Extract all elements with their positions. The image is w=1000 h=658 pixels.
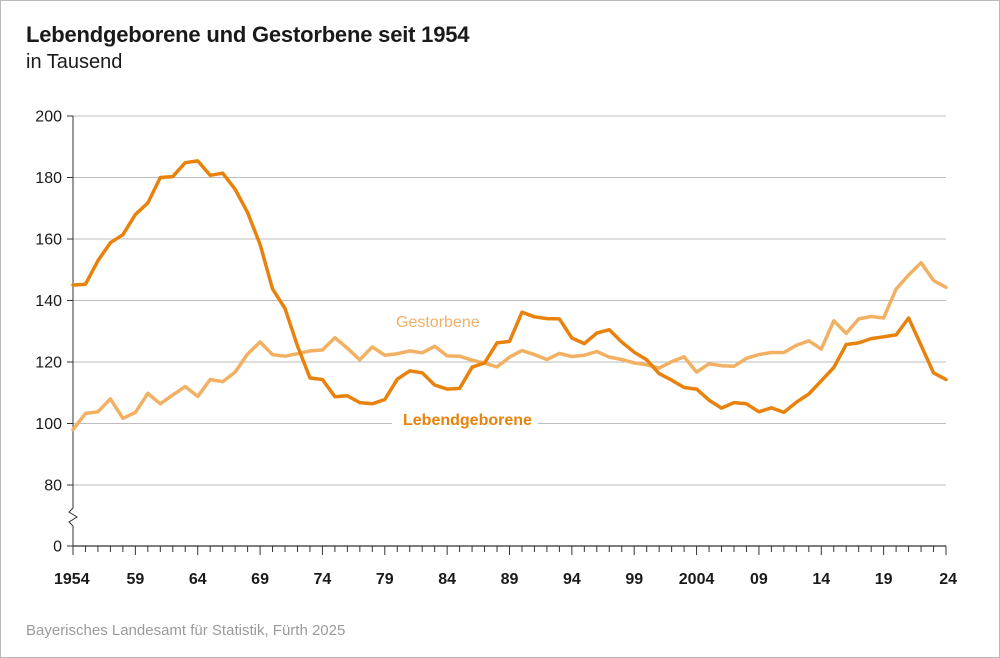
x-tick-label-2019: 19	[875, 571, 893, 588]
x-tick-label-1989: 89	[501, 571, 519, 588]
x-tick-label-2004: 2004	[679, 571, 715, 588]
x-tick-label-1994: 94	[563, 571, 581, 588]
chart-subtitle: in Tausend	[26, 51, 123, 73]
y-tick-label-180: 180	[35, 170, 62, 187]
tick-labels: 0 80 100 120 140 160 180 200 1954 59 64 69 74 79 84 89 9…	[35, 109, 957, 589]
series-line-gestorbene	[71, 260, 948, 432]
y-tick-label-100: 100	[35, 416, 62, 433]
x-tick-label-1999: 99	[625, 571, 643, 588]
x-tick-label-2009: 09	[750, 571, 768, 588]
x-tick-label-1959: 59	[126, 571, 144, 588]
x-tick-label-1984: 84	[438, 571, 456, 588]
y-tick-label-200: 200	[35, 109, 62, 126]
x-tick-label-2014: 14	[812, 571, 830, 588]
y-tick-label-160: 160	[35, 232, 62, 249]
grid-lines	[73, 115, 946, 486]
y-tick-label-120: 120	[35, 355, 62, 372]
series-label-lebendgeborene-bg	[392, 408, 538, 430]
x-tick-label-1964: 64	[189, 571, 207, 588]
chart-title: Lebendgeborene und Gestorbene seit 1954	[26, 22, 470, 47]
x-tick-label-1979: 79	[376, 571, 394, 588]
y-tick-label-140: 140	[35, 293, 62, 310]
x-tick-label-2024: 24	[939, 571, 957, 588]
axes	[67, 115, 947, 555]
y-tick-label-80: 80	[44, 478, 62, 495]
series-line-lebendgeborene	[71, 159, 948, 415]
x-tick-label-1954: 1954	[54, 571, 90, 588]
source-note: Bayerisches Landesamt für Statistik, Für…	[26, 622, 346, 639]
axis-break-mark	[68, 507, 78, 527]
x-tick-label-1974: 74	[314, 571, 332, 588]
series-label-gestorbene: Gestorbene	[396, 314, 480, 331]
x-tick-label-1969: 69	[251, 571, 269, 588]
series-label-lebendgeborene: Lebendgeborene	[403, 412, 532, 429]
series-lines	[71, 159, 948, 432]
y-tick-label-0: 0	[53, 539, 62, 556]
